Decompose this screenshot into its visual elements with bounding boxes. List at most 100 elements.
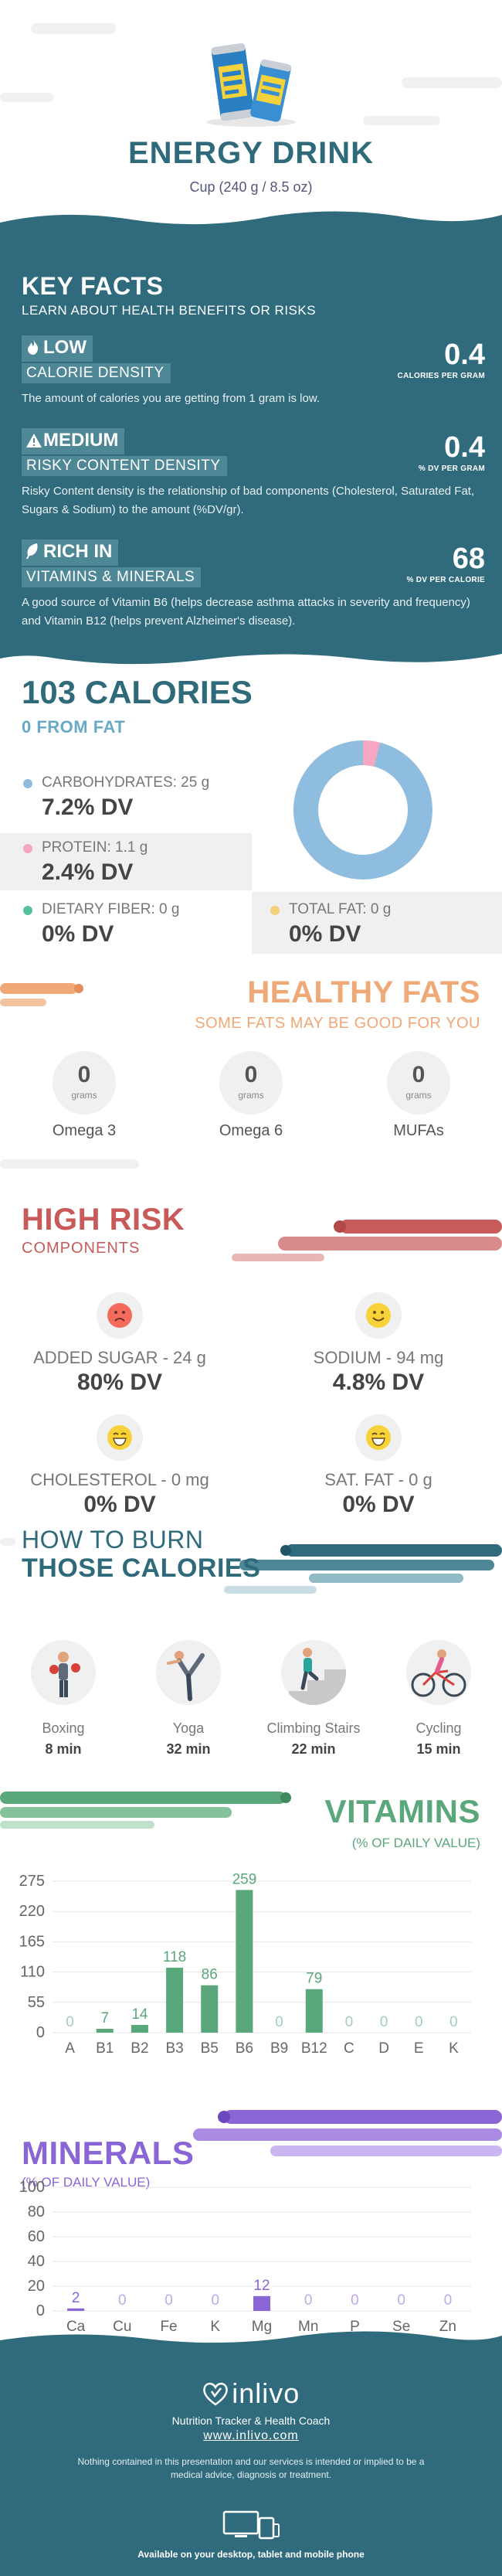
high-risk-title: HIGH RISK <box>22 1203 185 1237</box>
activity-name: Yoga <box>172 1720 205 1736</box>
protein-background <box>0 833 252 890</box>
logo: inlivo <box>0 2377 502 2410</box>
minerals-subtitle: (% OF DAILY VALUE) <box>22 2175 151 2190</box>
x-tick-label: P <box>350 2319 360 2335</box>
x-tick-label: E <box>414 2040 424 2057</box>
cloud-decoration <box>31 23 116 34</box>
bar <box>131 2025 148 2033</box>
nutrient-dv: 2.4% DV <box>42 859 134 885</box>
fact-category: CALORIE DENSITY <box>22 363 171 383</box>
boxing-icon <box>49 1652 80 1697</box>
healthy-fats-subtitle: SOME FATS MAY BE GOOD FOR YOU <box>195 1015 480 1032</box>
fact-calorie-density: LOW CALORIE DENSITY The amount of calori… <box>22 335 485 408</box>
legend-dot <box>23 779 32 788</box>
activity-circle <box>156 1640 221 1705</box>
face-circle <box>355 1414 402 1461</box>
fat-value: 0 <box>244 1062 258 1087</box>
decor-stripes <box>0 1792 291 1829</box>
footer-url-link[interactable]: www.inlivo.com <box>203 2429 299 2442</box>
fact-category: VITAMINS & MINERALS <box>22 567 202 587</box>
cloud-decoration <box>0 93 54 102</box>
activity-circle <box>31 1640 96 1705</box>
fat-value: 0 <box>77 1062 91 1087</box>
decor-stripes <box>224 1544 502 1594</box>
activity-time: 22 min <box>291 1741 336 1757</box>
bar <box>253 2295 270 2311</box>
face-circle <box>97 1414 143 1461</box>
fat-omega6: 0 grams Omega 6 <box>193 1051 309 1140</box>
bar-value-label: 0 <box>380 2014 388 2030</box>
nutrient-dv: 0% DV <box>289 921 361 947</box>
fact-value: 0.4 % DV PER GRAM <box>419 431 485 473</box>
sad-face-icon <box>107 1303 132 1328</box>
activity-time: 8 min <box>45 1741 82 1757</box>
bar <box>96 2029 114 2033</box>
fact-value-unit: % DV PER GRAM <box>418 464 485 473</box>
bar-value-label: 259 <box>232 1871 257 1887</box>
bar-value-label: 0 <box>351 2292 359 2309</box>
legend-dot <box>23 844 32 853</box>
vitamins-subtitle: (% OF DAILY VALUE) <box>351 1836 480 1850</box>
fat-circle: 0 grams <box>219 1051 283 1114</box>
x-tick-label: B6 <box>236 2040 253 2057</box>
activity-name: Boxing <box>42 1720 85 1736</box>
bar <box>305 1989 323 2033</box>
cloud-decoration <box>402 77 502 88</box>
x-tick-label: B2 <box>131 2040 148 2057</box>
nutrient-carbohydrates: CARBOHYDRATES: 25 g 7.2% DV <box>22 774 209 821</box>
bar-value-label: 0 <box>304 2292 313 2309</box>
risk-sodium: SODIUM - 94 mg 4.8% DV <box>263 1292 494 1396</box>
y-tick-label: 110 <box>20 1964 45 1981</box>
calories-title: 103 CALORIES <box>22 674 253 710</box>
fat-unit: grams <box>71 1090 97 1101</box>
face-circle <box>97 1292 143 1339</box>
bar-value-label: 86 <box>202 1967 218 1983</box>
heart-logo-icon <box>202 2382 228 2406</box>
face-circle <box>355 1292 402 1339</box>
nutrient-label: CARBOHYDRATES: 25 g <box>42 774 210 791</box>
bar-value-label: 0 <box>449 2014 458 2030</box>
donut-carbs-segment <box>293 740 432 880</box>
nutrient-fiber: DIETARY FIBER: 0 g 0% DV <box>22 901 179 948</box>
bar <box>236 1890 253 2033</box>
y-tick-label: 60 <box>28 2228 45 2245</box>
fat-mufas: 0 grams MUFAs <box>361 1051 477 1140</box>
healthy-fats-title: HEALTHY FATS <box>247 975 480 1009</box>
risk-dv: 4.8% DV <box>332 1370 425 1395</box>
x-tick-label: Ca <box>66 2319 86 2335</box>
vitamins-title: VITAMINS <box>324 1793 480 1829</box>
bar-value-label: 0 <box>165 2292 173 2309</box>
grin-face-icon <box>107 1425 132 1450</box>
burn-title-line2: THOSE CALORIES <box>22 1553 261 1583</box>
y-tick-label: 0 <box>36 2024 45 2041</box>
risk-label: SODIUM - 94 mg <box>313 1348 444 1367</box>
fact-value-unit: % DV PER CALORIE <box>406 576 485 584</box>
donut-protein-segment <box>293 740 432 880</box>
burn-title-line1: HOW TO BURN <box>22 1526 204 1553</box>
bar-value-label: 0 <box>211 2292 219 2309</box>
y-tick-label: 0 <box>36 2302 45 2319</box>
activity-climbing-stairs: Climbing Stairs 22 min <box>259 1640 368 1758</box>
activity-time: 32 min <box>166 1741 211 1757</box>
x-tick-label: Mn <box>298 2319 318 2335</box>
x-tick-label: A <box>65 2040 75 2057</box>
fat-background <box>252 892 502 954</box>
risk-label: CHOLESTEROL - 0 mg <box>30 1470 209 1489</box>
legend-dot <box>270 906 280 915</box>
bar-value-label: 14 <box>131 2006 148 2023</box>
fact-value: 68 % DV PER CALORIE <box>407 543 485 584</box>
fact-value-unit: CALORIES PER GRAM <box>397 372 485 380</box>
x-tick-label: C <box>344 2040 354 2057</box>
bar-value-label: 118 <box>163 1949 186 1965</box>
fact-level: RICH IN <box>22 539 119 566</box>
y-tick-label: 275 <box>19 1873 45 1890</box>
y-tick-label: 80 <box>28 2203 45 2220</box>
fat-name: MUFAs <box>393 1122 444 1139</box>
nutrient-protein: PROTEIN: 1.1 g 2.4% DV <box>22 839 148 886</box>
bar <box>201 1985 219 2033</box>
bar-value-label: 0 <box>118 2292 127 2309</box>
fact-level-text: RICH IN <box>43 541 113 562</box>
footer-tagline: Nutrition Tracker & Health Coach <box>171 2414 331 2427</box>
y-tick-label: 100 <box>19 2180 45 2196</box>
fat-unit: grams <box>405 1090 432 1101</box>
